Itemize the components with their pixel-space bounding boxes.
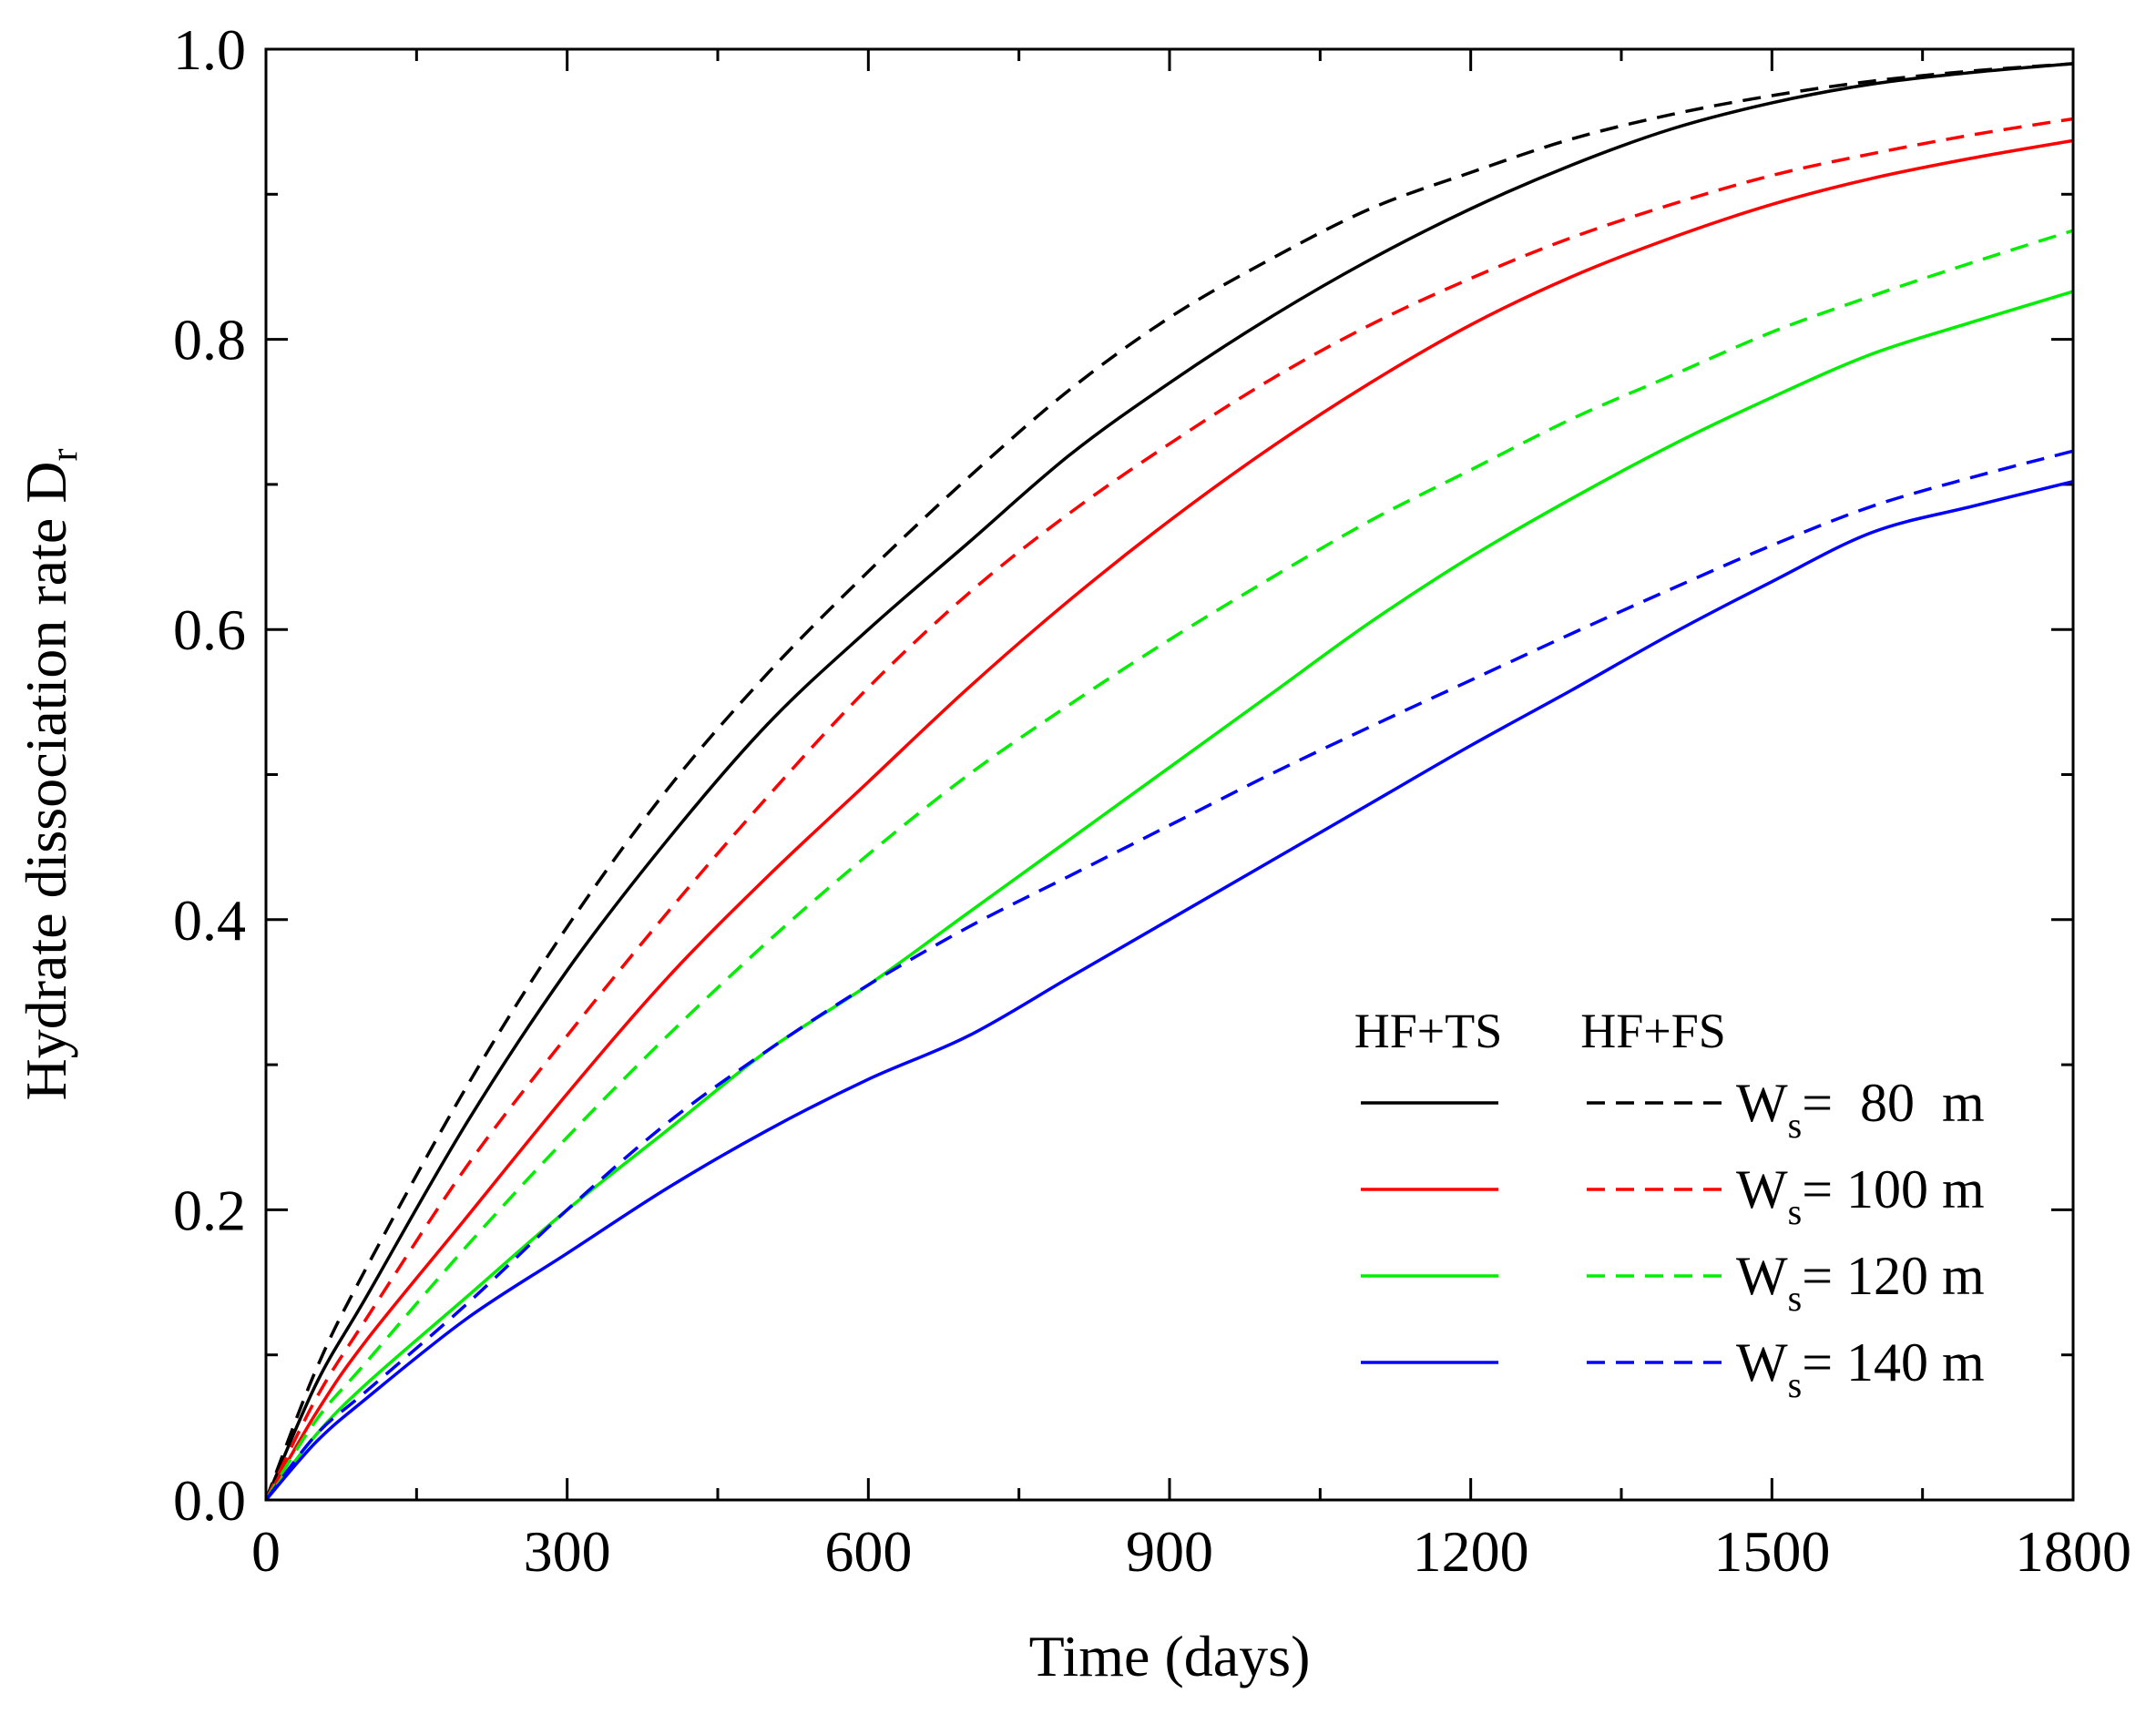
legend-label-prefix: W xyxy=(1736,1073,1788,1133)
y-tick-label: 0.8 xyxy=(173,308,246,372)
y-axis-title: Hydrate dissociation rate Dr xyxy=(14,449,86,1101)
legend-label-subscript: s xyxy=(1788,1364,1803,1405)
legend-label-suffix: = 140 m xyxy=(1802,1332,1985,1392)
x-tick-label: 900 xyxy=(1126,1519,1213,1584)
legend-label-prefix: W xyxy=(1736,1159,1788,1219)
legend-label-suffix: = 100 m xyxy=(1802,1159,1985,1219)
y-axis-title-main: Hydrate dissociation rate D xyxy=(14,462,78,1101)
legend-label-subscript: s xyxy=(1788,1191,1803,1232)
legend-entry-label: Ws= 80 m xyxy=(1736,1073,1985,1146)
y-axis-title-subscript: r xyxy=(44,449,86,462)
x-tick-label: 0 xyxy=(251,1519,281,1584)
y-tick-label: 1.0 xyxy=(173,17,246,82)
legend: HF+TS HF+FS Ws= 80 mWs= 100 mWs= 120 mWs… xyxy=(1354,1004,1985,1405)
series-line-hf-ts-ws-140-m xyxy=(264,480,2074,1502)
legend-label-subscript: s xyxy=(1788,1278,1803,1319)
legend-entry-label: Ws= 140 m xyxy=(1736,1332,1985,1405)
y-tick-label: 0.0 xyxy=(173,1468,246,1533)
legend-label-prefix: W xyxy=(1736,1246,1788,1306)
x-tick-label: 1800 xyxy=(2015,1519,2131,1584)
series-line-hf-fs-ws-120-m xyxy=(264,229,2074,1501)
x-tick-label: 1200 xyxy=(1413,1519,1529,1584)
legend-label-prefix: W xyxy=(1736,1332,1788,1392)
axis-labels: Time (days) Hydrate dissociation rate Dr… xyxy=(14,17,2131,1688)
series-line-hf-ts-ws-120-m xyxy=(264,290,2074,1502)
series-line-hf-ts-ws-80-m xyxy=(264,62,2074,1501)
series-lines xyxy=(264,62,2074,1502)
legend-label-suffix: = 120 m xyxy=(1802,1246,1985,1306)
legend-label-suffix: = 80 m xyxy=(1802,1073,1985,1133)
series-line-hf-fs-ws-140-m xyxy=(264,449,2074,1502)
y-tick-label: 0.2 xyxy=(173,1178,246,1242)
series-line-hf-fs-ws-80-m xyxy=(264,62,2074,1501)
plot-frame xyxy=(264,47,2075,1502)
legend-header-hf-ts: HF+TS xyxy=(1354,1004,1503,1058)
x-axis-title: Time (days) xyxy=(1029,1624,1311,1688)
legend-header-hf-fs: HF+FS xyxy=(1580,1004,1726,1058)
y-tick-label: 0.4 xyxy=(173,888,246,953)
series-line-hf-ts-ws-100-m xyxy=(264,138,2074,1501)
series-line-hf-fs-ws-100-m xyxy=(264,117,2074,1501)
y-tick-label: 0.6 xyxy=(173,597,246,662)
legend-label-subscript: s xyxy=(1788,1105,1803,1146)
x-tick-label: 1500 xyxy=(1713,1519,1830,1584)
x-tick-label: 300 xyxy=(524,1519,611,1584)
legend-entry-label: Ws= 120 m xyxy=(1736,1246,1985,1319)
legend-entry-label: Ws= 100 m xyxy=(1736,1159,1985,1232)
x-tick-label: 600 xyxy=(824,1519,912,1584)
